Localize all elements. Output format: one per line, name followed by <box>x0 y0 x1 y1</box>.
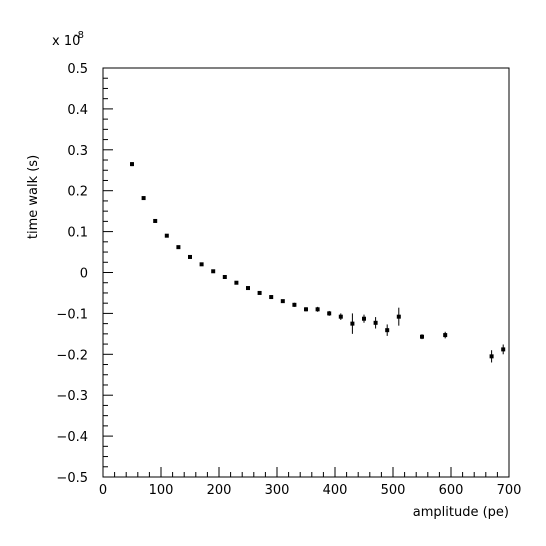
x-tick-label: 0 <box>99 483 107 498</box>
x-tick-label: 500 <box>381 483 406 498</box>
data-point <box>315 307 320 312</box>
data-point <box>350 321 355 326</box>
y-tick-label: −0.1 <box>56 307 88 322</box>
data-point <box>327 311 332 316</box>
x-tick-label: 700 <box>497 483 522 498</box>
data-point <box>373 320 378 325</box>
data-point <box>304 307 308 312</box>
y-tick-label: 0.1 <box>67 226 88 241</box>
data-point <box>130 162 134 167</box>
y-tick-label: −0.2 <box>56 348 88 363</box>
y-tick-label: −0.4 <box>56 430 88 445</box>
data-point <box>199 262 204 267</box>
y-tick-label: 0.5 <box>67 62 88 77</box>
data-point <box>188 254 192 259</box>
data-point <box>489 354 494 359</box>
x-tick-label: 100 <box>149 483 174 498</box>
x-axis-label: amplitude (pe) <box>413 505 509 520</box>
axis-ticks <box>102 67 510 478</box>
y-tick-label: −0.3 <box>56 389 88 404</box>
data-point <box>385 328 390 333</box>
y-scale-base: x 10 <box>52 34 80 49</box>
axis-tick-labels: 0 100 200 300 400 500 600 700 −0.5 −0.4 −0.3 −0.2 −0… <box>56 62 521 498</box>
x-tick-label: 400 <box>323 483 348 498</box>
data-point <box>362 316 366 321</box>
y-tick-label: −0.5 <box>56 471 88 486</box>
data-point <box>501 347 506 352</box>
data-point <box>234 280 239 285</box>
y-tick-label: 0.4 <box>67 103 88 118</box>
data-point <box>176 245 181 250</box>
y-tick-label: 0 <box>80 267 88 282</box>
data-markers <box>130 162 506 363</box>
y-tick-label: 0.3 <box>67 144 88 159</box>
data-point <box>292 302 297 307</box>
plot-frame <box>102 67 510 478</box>
y-axis-label: time walk (s) <box>26 155 41 239</box>
x-tick-label: 300 <box>265 483 290 498</box>
data-point <box>246 286 250 291</box>
data-point <box>396 314 401 319</box>
data-point <box>420 334 424 339</box>
x-tick-label: 200 <box>207 483 232 498</box>
y-tick-label: 0.2 <box>67 185 88 200</box>
data-point <box>141 196 146 201</box>
data-point <box>164 233 169 238</box>
data-point <box>257 290 262 295</box>
data-point <box>269 295 274 300</box>
x-tick-label: 600 <box>439 483 464 498</box>
data-point <box>211 269 216 274</box>
y-scale-exponent: -8 <box>74 30 84 41</box>
data-point <box>222 274 227 279</box>
data-point <box>280 299 285 304</box>
data-point <box>443 333 448 338</box>
data-point <box>153 218 158 223</box>
data-point <box>338 314 343 319</box>
